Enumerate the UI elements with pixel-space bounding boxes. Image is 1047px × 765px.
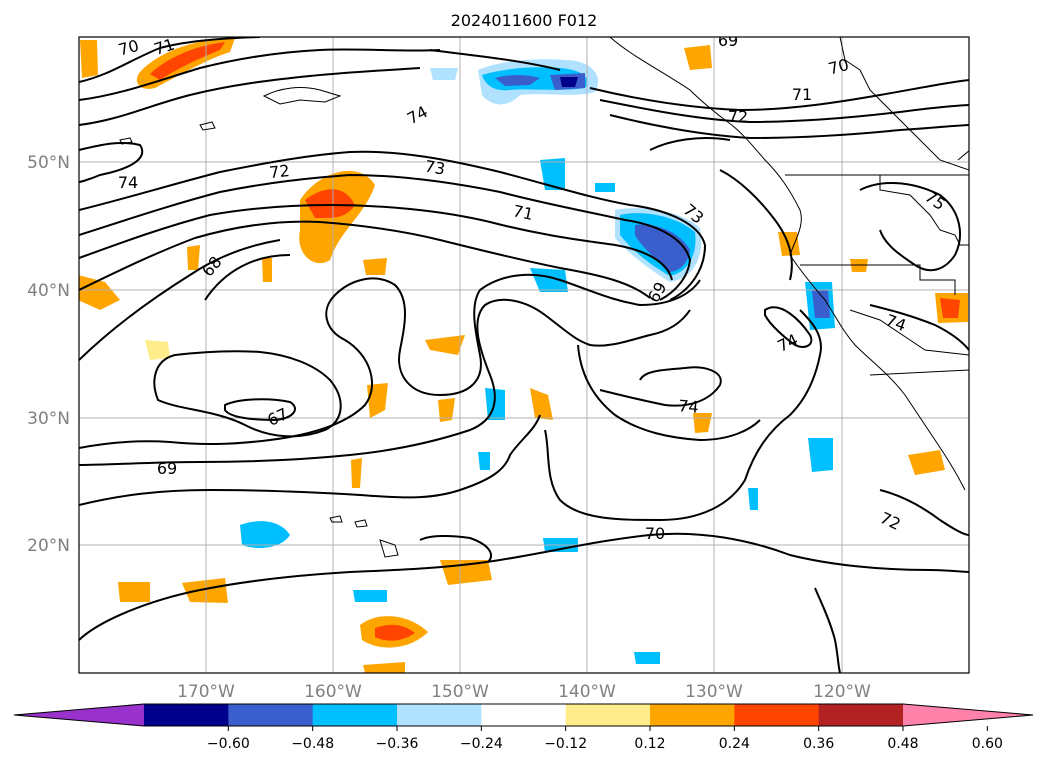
colorbar-swatch bbox=[650, 704, 735, 726]
map-frame bbox=[78, 36, 970, 674]
contour-label: 69 bbox=[157, 459, 177, 478]
colorbar-swatch bbox=[818, 704, 904, 726]
colorbar-outline bbox=[13, 703, 1034, 727]
longitude-labels: 170°W 160°W 150°W 140°W 130°W 120°W bbox=[177, 682, 871, 702]
lat-label: 50°N bbox=[27, 153, 70, 173]
lon-label: 140°W bbox=[558, 682, 616, 702]
colorbar-tick-label: −0.60 bbox=[207, 736, 250, 752]
colorbar-swatch bbox=[228, 704, 314, 726]
lat-label: 20°N bbox=[27, 536, 70, 556]
colorbar-tick-label: 0.12 bbox=[634, 736, 665, 752]
map-panel: 70 71 74 74 72 73 71 68 67 69 69 73 72 7… bbox=[79, 31, 969, 673]
colorbar-tick-label: 0.60 bbox=[972, 736, 1003, 752]
colorbar-tick-label: −0.36 bbox=[376, 736, 419, 752]
contour-label: 70 bbox=[645, 524, 665, 543]
colorbar-tick-label: 0.48 bbox=[887, 736, 918, 752]
height-contours bbox=[79, 37, 969, 673]
colorbar-swatch bbox=[734, 704, 820, 726]
contour-label: 72 bbox=[268, 161, 290, 182]
contour-label: 71 bbox=[511, 201, 535, 224]
contour-label: 69 bbox=[718, 31, 738, 50]
contour-label: 73 bbox=[423, 156, 446, 178]
contour-label: 74 bbox=[678, 396, 700, 417]
latitude-labels: 50°N 40°N 30°N 20°N bbox=[27, 153, 70, 556]
figure-title: 2024011600 F012 bbox=[451, 11, 598, 30]
lon-label: 170°W bbox=[177, 682, 235, 702]
colorbar-swatch bbox=[397, 704, 482, 726]
colorbar-swatch bbox=[312, 704, 398, 726]
contour-label: 70 bbox=[826, 55, 851, 79]
contour-label: 74 bbox=[118, 173, 138, 192]
lat-label: 30°N bbox=[27, 409, 70, 429]
contour-label: 72 bbox=[728, 107, 748, 126]
colorbar-extend-min bbox=[14, 704, 144, 726]
colorbar-tick-label: −0.24 bbox=[460, 736, 503, 752]
colorbar-tick-label: −0.48 bbox=[291, 736, 334, 752]
colorbar-swatch bbox=[565, 704, 651, 726]
coastlines bbox=[119, 37, 969, 558]
contour-label: 71 bbox=[792, 85, 812, 104]
contour-label: 70 bbox=[116, 36, 141, 60]
colorbar: −0.60 −0.48 −0.36 −0.24 −0.12 0.12 0.24 0.36 0.4… bbox=[13, 703, 1034, 752]
colorbar-swatch bbox=[481, 704, 567, 726]
lat-label: 40°N bbox=[27, 281, 70, 301]
lon-label: 120°W bbox=[813, 682, 871, 702]
lon-label: 130°W bbox=[685, 682, 743, 702]
lon-label: 160°W bbox=[304, 682, 362, 702]
contour-label: 71 bbox=[152, 35, 177, 59]
colorbar-tick-label: 0.36 bbox=[803, 736, 834, 752]
colorbar-swatch bbox=[144, 704, 229, 726]
colorbar-tick-label: −0.12 bbox=[544, 736, 587, 752]
colorbar-extend-max bbox=[903, 704, 1033, 726]
shaded-anomaly-field bbox=[79, 38, 968, 673]
colorbar-tick-label: 0.24 bbox=[719, 736, 750, 752]
lon-label: 150°W bbox=[431, 682, 489, 702]
graticule bbox=[79, 37, 969, 673]
